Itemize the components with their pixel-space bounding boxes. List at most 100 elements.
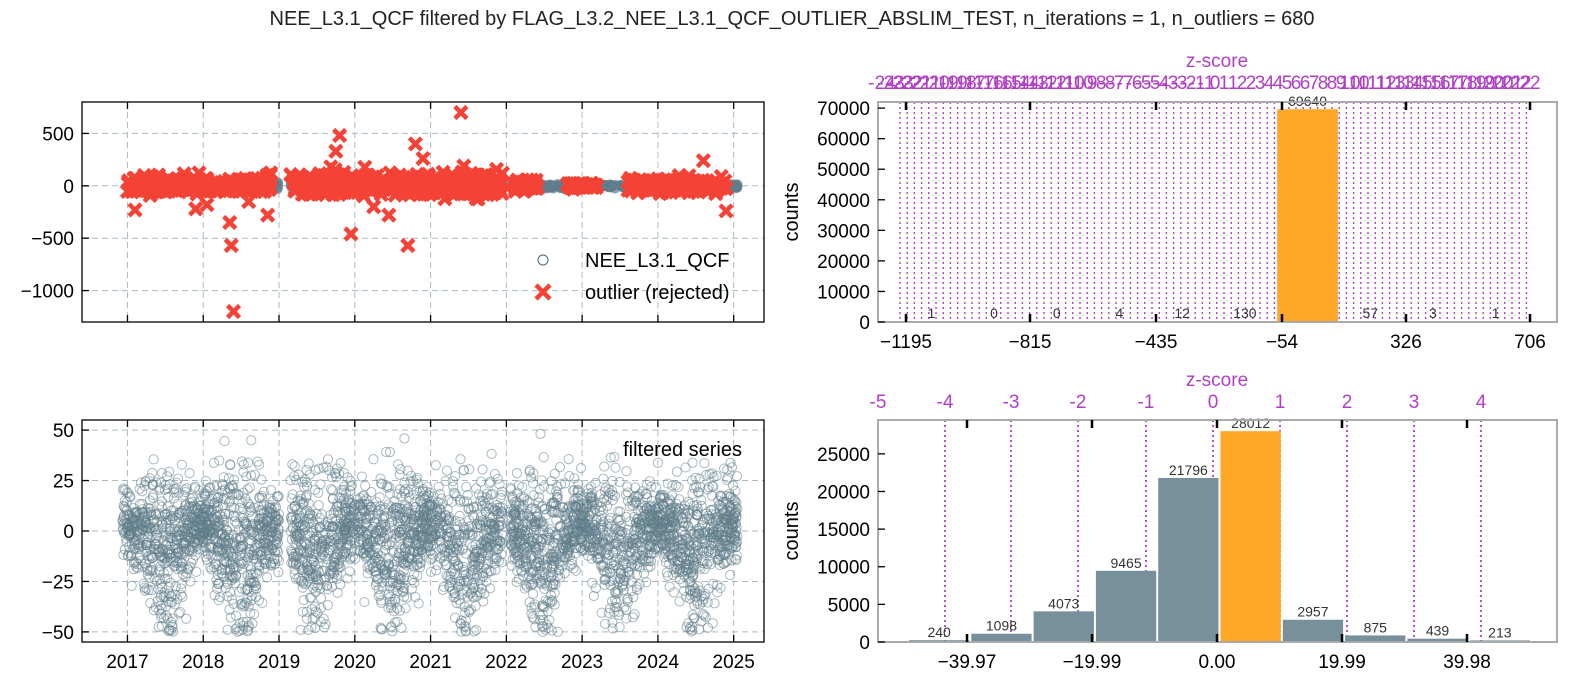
outlier-point (453, 104, 469, 121)
filtered-point (262, 572, 273, 583)
filtered-point (294, 510, 305, 521)
zscore-tick-label: 8 (1327, 73, 1338, 94)
zscore-tick-label: -7 (1117, 73, 1134, 94)
zscore-tick-label: 20 (1492, 73, 1513, 94)
filtered-point (342, 573, 353, 584)
filtered-point (324, 465, 335, 476)
filtered-point (181, 482, 192, 494)
filtered-point (289, 461, 300, 472)
filtered-point (154, 499, 165, 510)
filtered-point (609, 490, 621, 501)
filtered-point (552, 626, 563, 637)
outlier-point (140, 178, 156, 194)
outlier-point (220, 175, 236, 191)
filtered-point (603, 515, 615, 526)
filtered-point (650, 482, 662, 493)
outlier-point (157, 184, 173, 200)
outlier-point (381, 207, 397, 223)
filtered-point (303, 458, 314, 469)
filtered-point (244, 482, 256, 493)
filtered-point (441, 465, 452, 476)
zscore-tick-label: -17 (967, 73, 994, 94)
filtered-point (165, 577, 176, 588)
zscore-tick-label: 0 (1210, 73, 1221, 94)
zscore-tick-label: -22 (895, 73, 922, 94)
outlier-point (642, 183, 658, 199)
filtered-point (147, 467, 158, 479)
filtered-point (622, 495, 634, 506)
filtered-point (380, 533, 391, 544)
zscore-tick-label: 3 (1255, 73, 1266, 94)
filtered-point (137, 486, 148, 497)
zscore-tick-label: 22 (1510, 73, 1531, 94)
filtered-point (345, 481, 356, 492)
filtered-point (731, 554, 742, 565)
filtered-point (447, 585, 458, 596)
timeseries-bottom-panel: 2017 2018 2019 2020 2021 2022 2023 2024 20255025… (42, 419, 765, 673)
zscore-tick-label: 4 (1273, 73, 1284, 94)
bar-count-label: 3 (1429, 305, 1437, 321)
filtered-point (356, 471, 368, 482)
filtered-point (546, 475, 557, 487)
zscore-tick-label: -17 (958, 73, 985, 94)
zscore-tick-label: -14 (1003, 73, 1031, 94)
outlier-point (718, 203, 734, 219)
bar-count-label: 1 (927, 305, 935, 321)
zscore-tick-label: -12 (1039, 73, 1066, 94)
zscore-tick-label: 8 (1318, 73, 1329, 94)
outlier-point (300, 172, 316, 188)
filtered-point (156, 467, 168, 479)
zscore-tick-label: 13 (1393, 73, 1414, 94)
filtered-point (287, 503, 298, 514)
zscore-tick-label: 19 (1465, 73, 1486, 94)
zscore-tick-label: 17 (1447, 73, 1468, 94)
figure-title: NEE_L3.1_QCF filtered by FLAG_L3.2_NEE_L… (269, 8, 1315, 30)
filtered-point (629, 609, 640, 620)
outlier-point (385, 181, 401, 197)
bar-count-label: 130 (1233, 305, 1257, 321)
filtered-point (222, 624, 233, 635)
filtered-point (554, 462, 566, 473)
filtered-point (478, 517, 489, 528)
zscore-tick-label: -19 (931, 73, 958, 94)
zscore-tick-label: -4 (1153, 73, 1170, 94)
outlier-point (491, 175, 507, 192)
zscore-tick-label: 4 (1264, 73, 1275, 94)
outlier-point (404, 179, 420, 195)
filtered-point (256, 474, 267, 485)
outlier-point (303, 182, 319, 199)
zscore-tick-label: -23 (886, 73, 913, 94)
outlier-point (400, 237, 416, 254)
filtered-point (596, 607, 607, 618)
outlier-point (241, 173, 257, 190)
outlier-point (332, 127, 348, 144)
outlier-points (119, 104, 734, 320)
filtered-point (321, 580, 332, 591)
zscore-tick-label: 6 (1300, 73, 1311, 94)
filtered-point (695, 481, 706, 493)
outlier-point (321, 178, 337, 195)
filtered-point (226, 575, 237, 586)
zscore-tick-labels: -24-23-23-22-21-21-20-19-19-18-17-17-16-… (868, 73, 1540, 94)
filtered-point (430, 460, 441, 471)
filtered-point (209, 481, 220, 492)
outlier-point (676, 182, 692, 198)
outlier-point (209, 182, 225, 198)
zscore-tick-label: 5 (1282, 73, 1293, 94)
zscore-tick-label: 1 (1228, 73, 1239, 94)
filtered-point (242, 484, 253, 495)
zscore-tick-label: -15 (994, 73, 1021, 94)
filtered-point (359, 596, 370, 608)
filtered-point (225, 459, 236, 470)
filtered-point (614, 476, 625, 488)
outlier-point (415, 150, 431, 167)
y-axis-label: counts (781, 183, 803, 242)
filtered-point (405, 476, 416, 487)
filtered-point (434, 488, 446, 500)
filtered-point (384, 447, 396, 458)
outlier-point (159, 173, 176, 189)
zscore-tick-label: -13 (1021, 73, 1048, 94)
zscore-tick-label: 7 (1309, 73, 1320, 94)
y-tick-label: 60000 (817, 130, 870, 151)
